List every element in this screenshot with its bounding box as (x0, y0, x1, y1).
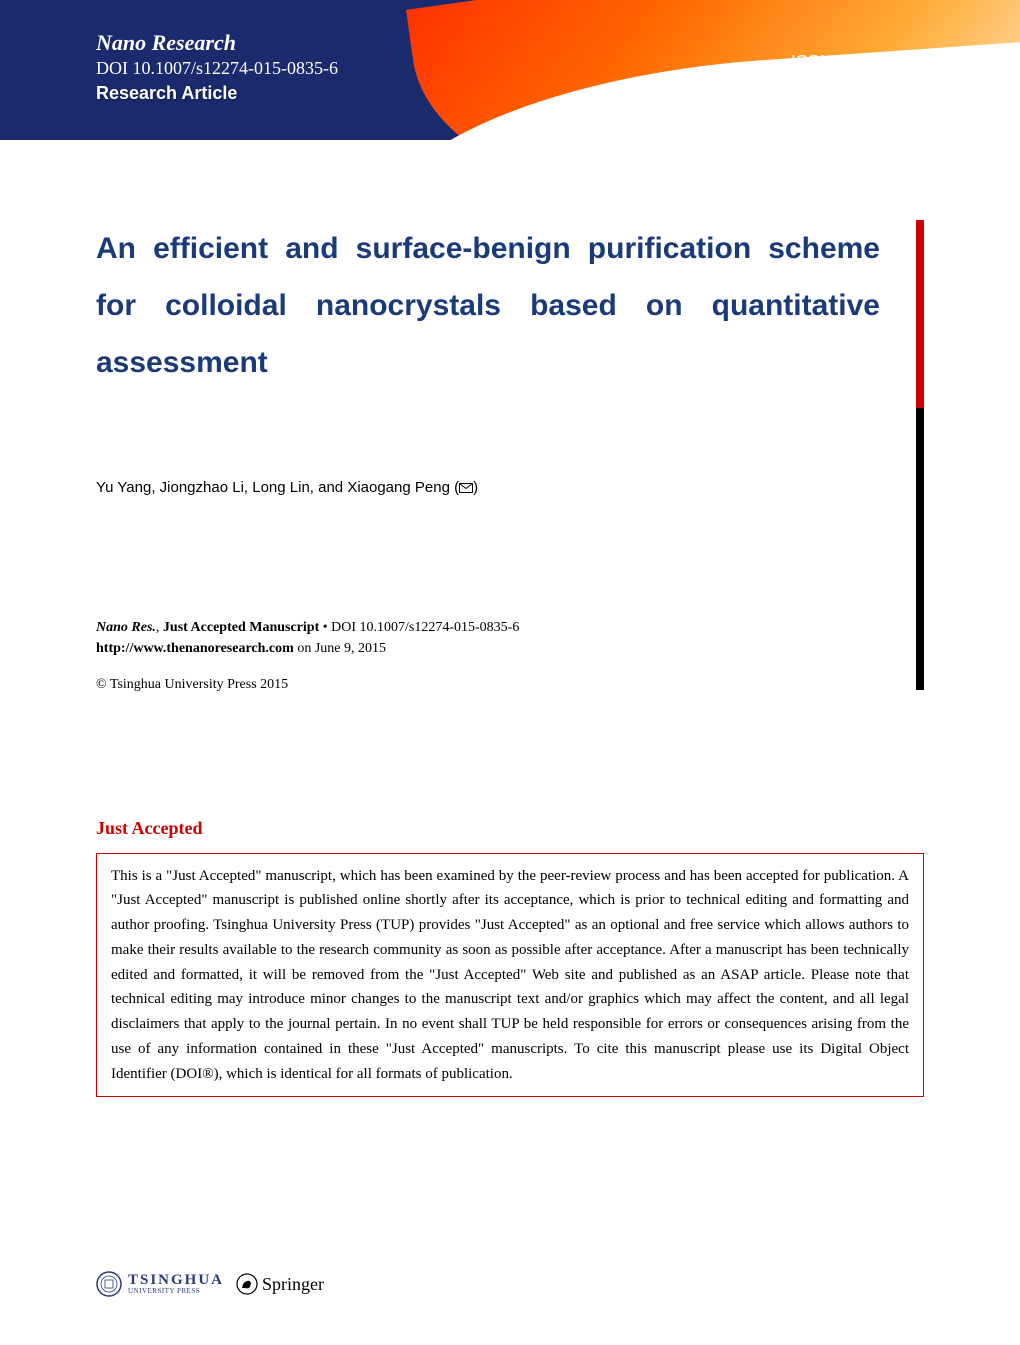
tsinghua-seal-icon (96, 1271, 122, 1297)
manuscript-url[interactable]: http://www.thenanoresearch.com (96, 641, 294, 656)
footer-logos: TSINGHUA UNIVERSITY PRESS Springer (96, 1271, 324, 1297)
main-content: An efficient and surface-benign purifica… (0, 220, 1020, 1097)
manuscript-info: Nano Res., Just Accepted Manuscript • DO… (96, 617, 904, 659)
cn-label: CN 11-5974/O4 (791, 77, 924, 106)
header-left-block: Nano Research DOI 10.1007/s12274-015-083… (96, 30, 338, 104)
just-accepted-heading: Just Accepted (96, 818, 924, 839)
title-accent-bar (916, 220, 924, 690)
manuscript-status: Just Accepted Manuscript (163, 620, 319, 635)
header-banner: Nano Research DOI 10.1007/s12274-015-083… (0, 0, 1020, 140)
header-right-block: ISSN 1998-0124 CN 11-5974/O4 (791, 48, 924, 106)
doi-line: DOI 10.1007/s12274-015-0835-6 (96, 58, 338, 79)
journal-name: Nano Research (96, 30, 338, 56)
envelope-icon (459, 480, 473, 497)
springer-horse-icon (236, 1273, 258, 1295)
journal-abbrev: Nano Res. (96, 620, 156, 635)
article-type: Research Article (96, 83, 338, 104)
just-accepted-box: This is a "Just Accepted" manuscript, wh… (96, 853, 924, 1098)
tsinghua-sub-text: UNIVERSITY PRESS (128, 1288, 224, 1295)
tsinghua-press-logo: TSINGHUA UNIVERSITY PRESS (96, 1271, 224, 1297)
paper-title: An efficient and surface-benign purifica… (96, 220, 904, 391)
authors-text: Yu Yang, Jiongzhao Li, Long Lin, and Xia… (96, 479, 459, 496)
tsinghua-main-text: TSINGHUA (128, 1273, 224, 1288)
springer-text: Springer (262, 1274, 324, 1295)
copyright-line: © Tsinghua University Press 2015 (96, 677, 904, 693)
issn-label: ISSN 1998-0124 (791, 48, 924, 77)
title-block: An efficient and surface-benign purifica… (96, 220, 924, 693)
authors-suffix: ) (473, 479, 478, 496)
springer-logo: Springer (236, 1273, 324, 1295)
tsinghua-text-block: TSINGHUA UNIVERSITY PRESS (128, 1273, 224, 1295)
authors-line: Yu Yang, Jiongzhao Li, Long Lin, and Xia… (96, 479, 904, 497)
manuscript-date: on June 9, 2015 (294, 641, 386, 656)
manuscript-doi: DOI 10.1007/s12274-015-0835-6 (331, 620, 519, 635)
